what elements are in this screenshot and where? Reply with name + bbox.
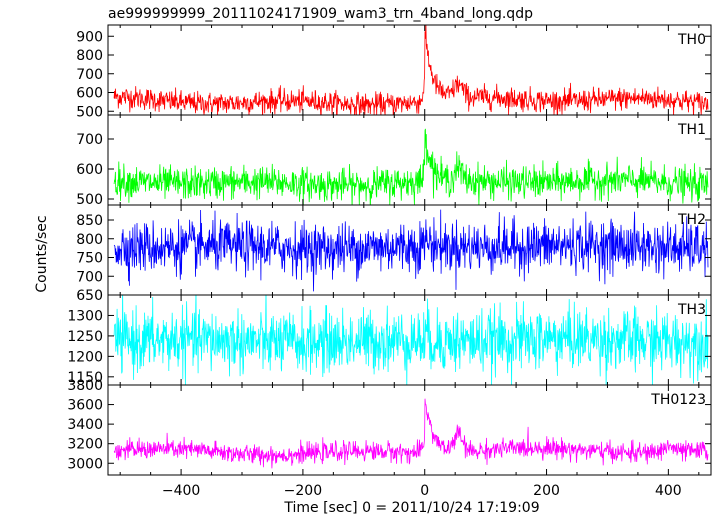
series-th0123 <box>113 398 709 469</box>
y-tick-label: 750 <box>76 251 103 267</box>
y-tick-label: 900 <box>76 29 103 45</box>
y-tick-label: 600 <box>76 162 103 178</box>
panel-label: TH0123 <box>650 392 706 408</box>
y-tick-label: 3800 <box>67 378 103 394</box>
y-tick-label: 1200 <box>67 349 103 365</box>
y-tick-label: 800 <box>76 232 103 248</box>
panel-label: TH0 <box>677 32 706 48</box>
x-axis-label: Time [sec] 0 = 2011/10/24 17:19:09 <box>283 500 539 516</box>
y-tick-label: 1250 <box>67 329 103 345</box>
y-tick-label: 700 <box>76 67 103 83</box>
y-axis-label: Counts/sec <box>34 215 50 292</box>
y-tick-label: 3200 <box>67 437 103 453</box>
y-tick-label: 800 <box>76 48 103 64</box>
x-tick-label: −200 <box>284 483 322 499</box>
panel-frame <box>107 384 712 476</box>
x-tick-label: 0 <box>420 483 429 499</box>
x-tick-label: 400 <box>655 483 682 499</box>
x-tick-label: −400 <box>162 483 200 499</box>
panel-frame <box>107 114 712 206</box>
y-tick-label: 500 <box>76 104 103 120</box>
panel-th0: 500 600 700 800 900 TH0 <box>76 24 712 120</box>
y-tick-label: 600 <box>76 86 103 102</box>
y-tick-label: 500 <box>76 192 103 208</box>
panel-label: TH3 <box>677 302 706 318</box>
y-tick-label: 1300 <box>67 308 103 324</box>
y-tick-label: 850 <box>76 213 103 229</box>
panel-th2: 650 700 750 800 850 TH2 <box>76 204 712 304</box>
panel-label: TH1 <box>677 122 706 138</box>
panels: 500 600 700 800 900 TH0 500 600 700 TH1 650 700 750 8… <box>67 24 712 476</box>
series-th3 <box>113 295 709 385</box>
x-tick-labels: −400 −200 0 200 400 <box>162 483 682 499</box>
y-tick-label: 650 <box>76 288 103 304</box>
x-tick-label: 200 <box>533 483 560 499</box>
y-tick-label: 700 <box>76 132 103 148</box>
panel-label: TH2 <box>677 212 706 228</box>
series-th1 <box>113 128 709 205</box>
y-tick-label: 3600 <box>67 398 103 414</box>
panel-th0123: 3000 3200 3400 3600 3800 TH0123 <box>67 378 712 476</box>
y-tick-label: 700 <box>76 269 103 285</box>
panel-th1: 500 600 700 TH1 <box>76 114 712 208</box>
y-tick-label: 3000 <box>67 456 103 472</box>
y-tick-label: 3400 <box>67 417 103 433</box>
series-th2 <box>113 209 709 292</box>
chart-title: ae999999999_20111024171909_wam3_trn_4ban… <box>108 6 533 22</box>
panel-th3: 1150 1200 1250 1300 TH3 <box>67 294 712 386</box>
series-th0 <box>113 25 709 115</box>
y-tick-label: 1150 <box>67 370 103 386</box>
